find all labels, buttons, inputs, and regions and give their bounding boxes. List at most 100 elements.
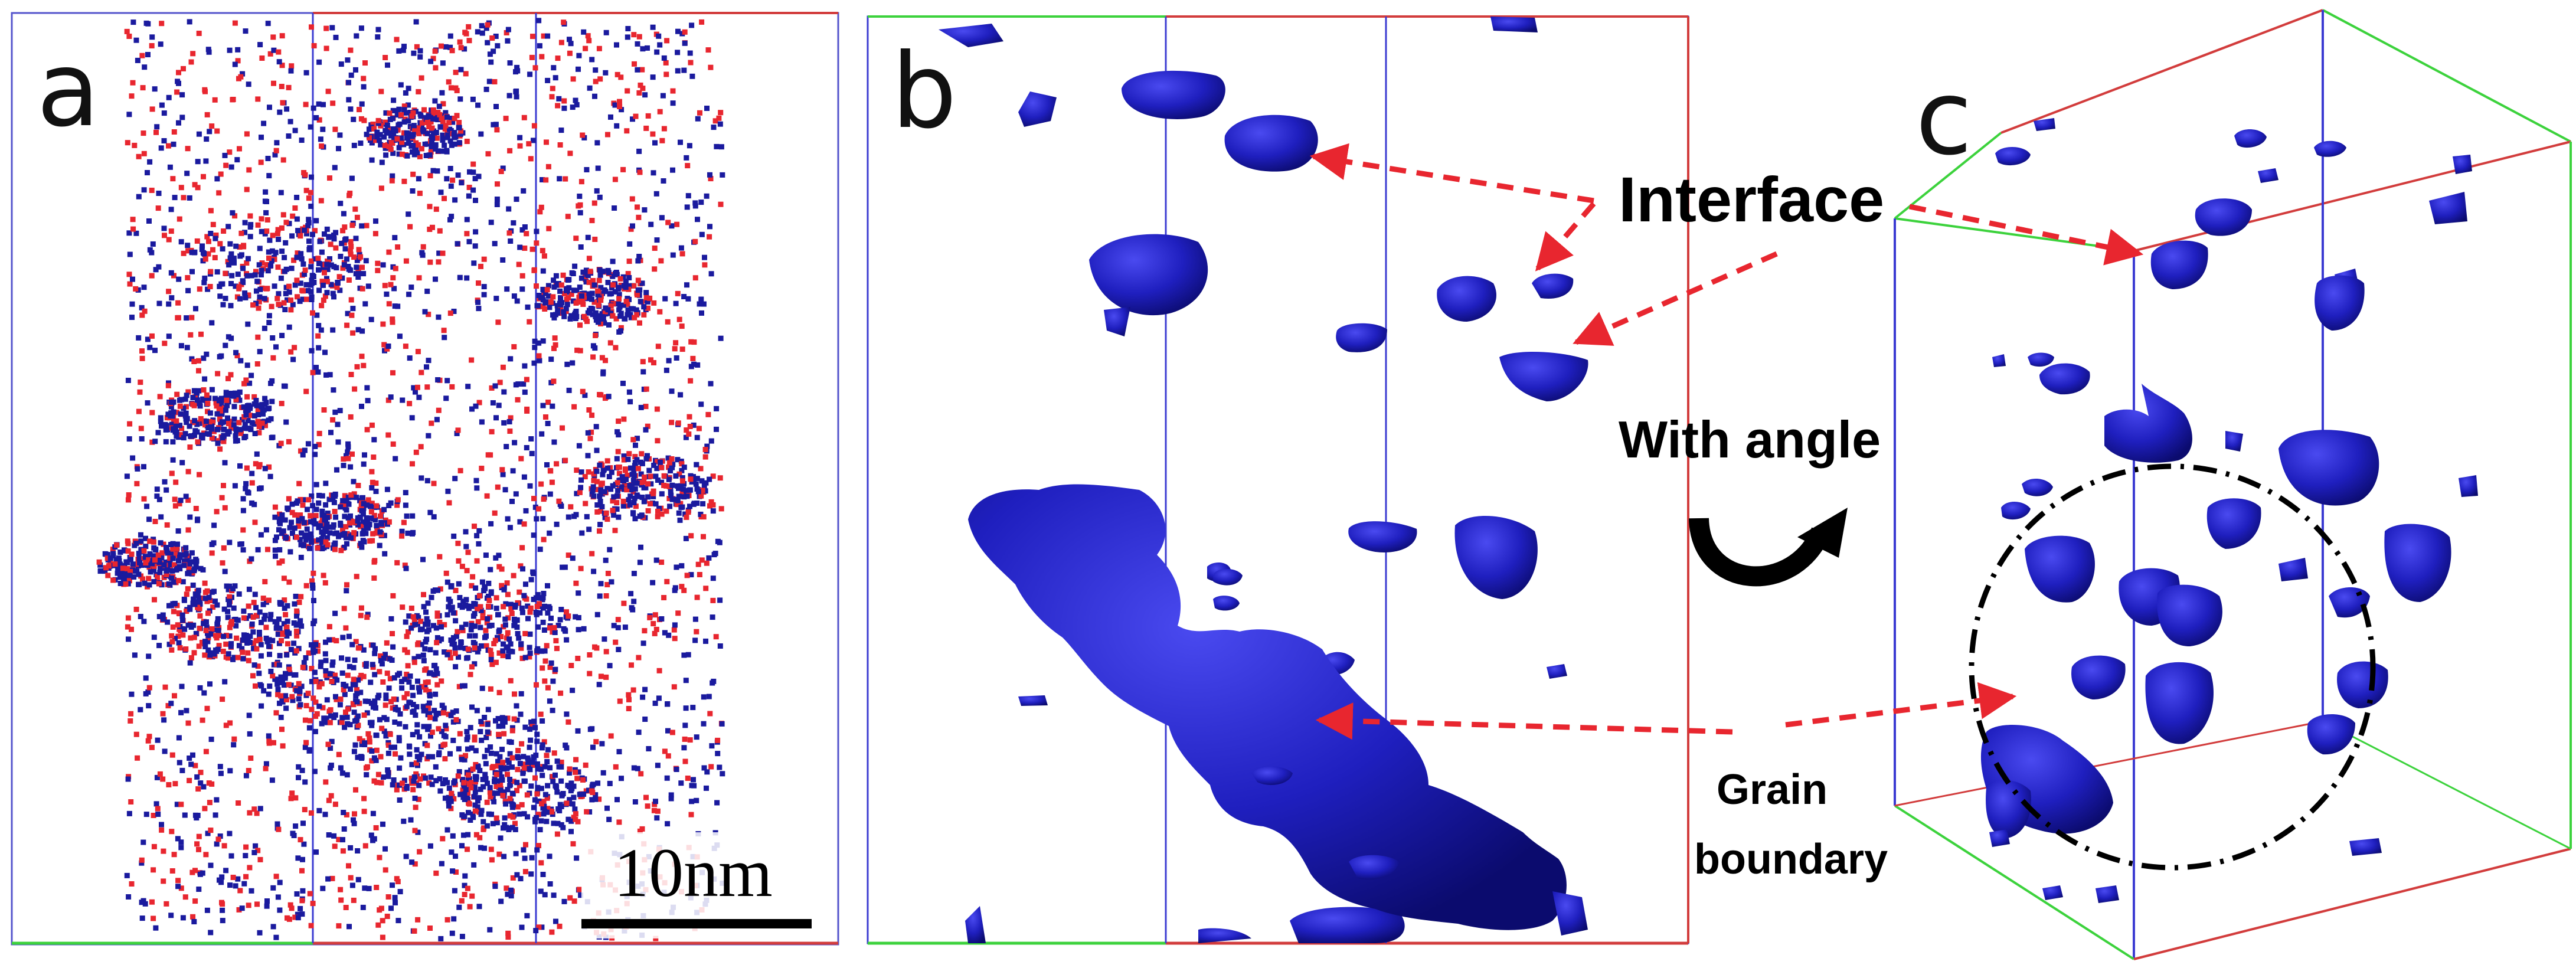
atom-dot — [185, 622, 191, 628]
atom-dot — [466, 810, 471, 816]
atom-dot — [606, 816, 612, 822]
atom-dot — [258, 159, 264, 165]
atom-dot — [306, 217, 312, 223]
atom-dot — [527, 631, 533, 637]
atom-dot — [326, 234, 332, 240]
atom-dot — [472, 808, 478, 814]
atom-dot — [648, 221, 654, 227]
atom-dot — [316, 537, 322, 543]
atom-dot — [554, 646, 560, 652]
atom-dot — [626, 283, 632, 289]
atom-dot — [342, 502, 348, 508]
atom-dot — [175, 622, 181, 628]
atom-dot — [318, 520, 324, 526]
atom-dot — [495, 763, 501, 769]
atom-dot — [632, 454, 638, 460]
atom-dot — [476, 541, 482, 547]
atom-dot — [707, 224, 712, 230]
atom-dot — [494, 127, 500, 133]
atom-dot — [199, 247, 205, 252]
atom-dot — [196, 358, 201, 364]
atom-dot — [413, 19, 419, 25]
atom-dot — [482, 754, 488, 760]
atom-dot — [620, 166, 626, 172]
atom-dot — [413, 389, 418, 395]
atom-dot — [184, 345, 190, 351]
atom-dot — [567, 151, 573, 156]
atom-dot — [390, 151, 396, 156]
atom-dot — [608, 303, 614, 309]
atom-dot — [549, 809, 555, 815]
atom-dot — [136, 194, 142, 200]
atom-dot — [316, 101, 322, 107]
atom-dot — [198, 434, 204, 440]
atom-dot — [661, 178, 666, 184]
atom-dot — [339, 655, 344, 661]
atom-dot — [597, 76, 603, 82]
atom-dot — [571, 794, 577, 800]
atom-dot — [514, 717, 520, 723]
atom-dot — [545, 400, 551, 405]
atom-dot — [474, 485, 480, 491]
atom-dot — [286, 221, 292, 227]
atom-dot — [214, 269, 220, 275]
atom-dot — [545, 685, 551, 691]
atom-dot — [172, 496, 178, 502]
atom-dot — [346, 80, 351, 86]
atom-dot — [411, 152, 417, 158]
atom-dot — [270, 34, 276, 40]
atom-dot — [625, 503, 630, 509]
atom-dot — [599, 311, 605, 317]
atom-dot — [362, 301, 368, 307]
atom-dot — [613, 639, 619, 645]
atom-dot — [258, 532, 264, 538]
atom-dot — [488, 567, 493, 573]
atom-dot — [540, 773, 545, 779]
atom-dot — [379, 725, 385, 731]
atom-dot — [466, 24, 472, 30]
atom-dot — [358, 754, 364, 760]
atom-dot — [351, 530, 357, 535]
atom-dot — [325, 542, 331, 548]
atom-dot — [270, 673, 276, 679]
atom-dot — [542, 290, 548, 296]
atom-dot — [542, 809, 548, 815]
atom-dot — [545, 33, 551, 39]
atom-dot — [532, 504, 538, 510]
atom-dot — [489, 35, 495, 41]
atom-dot — [130, 561, 136, 567]
atom-dot — [543, 177, 549, 183]
atom-dot — [612, 528, 618, 534]
atom-dot — [205, 610, 211, 616]
atom-dot — [219, 874, 225, 880]
atom-dot — [135, 466, 140, 472]
atom-dot — [655, 459, 661, 465]
atom-dot — [261, 325, 267, 331]
atom-dot — [632, 495, 638, 501]
atom-dot — [325, 515, 331, 521]
atom-dot — [586, 291, 592, 297]
atom-dot — [573, 314, 578, 320]
atom-dot — [567, 50, 573, 56]
atom-dot — [169, 633, 175, 639]
atom-dot — [655, 478, 661, 483]
atom-dot — [461, 780, 467, 786]
atom-dot — [410, 702, 416, 708]
atom-dot — [621, 416, 627, 422]
atom-dot — [626, 696, 632, 702]
atom-dot — [97, 562, 103, 568]
atom-dot — [385, 750, 391, 756]
atom-dot — [596, 682, 602, 688]
atom-dot — [456, 140, 462, 146]
atom-dot — [171, 129, 177, 135]
atom-dot — [688, 60, 694, 66]
atom-dot — [243, 853, 249, 859]
atom-dot — [417, 734, 423, 740]
atom-dot — [280, 100, 286, 106]
atom-dot — [531, 532, 537, 538]
atom-dot — [185, 586, 191, 592]
atom-dot — [261, 407, 267, 413]
atom-dot — [241, 881, 247, 887]
atom-dot — [630, 223, 635, 229]
